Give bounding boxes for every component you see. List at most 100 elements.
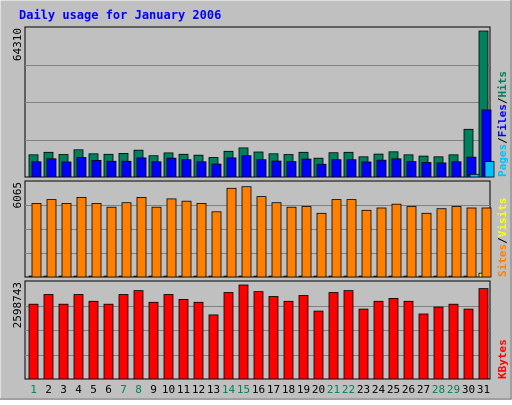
bar-kbytes-kbytes-day-2 bbox=[43, 294, 54, 380]
bar-visits-sites-day-5 bbox=[91, 202, 102, 278]
x-tick-label-day-4: 4 bbox=[75, 383, 82, 396]
x-tick-label-day-14: 14 bbox=[222, 383, 236, 396]
bar-hits-files-day-1 bbox=[31, 161, 42, 178]
bar-kbytes-kbytes-day-12 bbox=[193, 301, 204, 380]
bar-visits-sites-day-19 bbox=[301, 206, 312, 278]
panel-kbytes-ymax-label: 2598743 bbox=[11, 282, 24, 328]
bar-visits-sites-day-26 bbox=[406, 206, 417, 278]
bar-kbytes-kbytes-day-19 bbox=[298, 295, 309, 380]
panel-hits-legend: Pages/Files/Hits bbox=[496, 71, 509, 177]
x-tick-label-day-26: 26 bbox=[402, 383, 415, 396]
legend-item: KBytes bbox=[496, 339, 509, 379]
bar-kbytes-kbytes-day-29 bbox=[448, 303, 459, 380]
bar-kbytes-kbytes-day-18 bbox=[283, 300, 294, 380]
bar-kbytes-kbytes-day-4 bbox=[73, 294, 84, 380]
bar-hits-files-day-13 bbox=[211, 163, 222, 178]
bar-hits-files-day-25 bbox=[391, 158, 402, 178]
bar-hits-files-day-6 bbox=[106, 160, 117, 178]
x-tick-label-day-15: 15 bbox=[237, 383, 250, 396]
x-tick-label-day-25: 25 bbox=[387, 383, 400, 396]
bar-kbytes-kbytes-day-23 bbox=[358, 308, 369, 380]
x-tick-label-day-27: 27 bbox=[417, 383, 430, 396]
x-tick-label-day-7: 7 bbox=[120, 383, 127, 396]
bar-hits-files-day-3 bbox=[61, 161, 72, 178]
bar-kbytes-kbytes-day-17 bbox=[268, 296, 279, 380]
panel-kbytes: 2598743 KBytes bbox=[11, 280, 509, 380]
bar-hits-files-day-24 bbox=[376, 159, 387, 178]
x-tick-label-day-12: 12 bbox=[192, 383, 205, 396]
bar-hits-files-day-18 bbox=[286, 161, 297, 178]
legend-item: Visits bbox=[496, 198, 509, 238]
bar-hits-files-day-27 bbox=[421, 162, 432, 178]
bar-hits-files-day-8 bbox=[136, 157, 147, 178]
bar-kbytes-kbytes-day-14 bbox=[223, 292, 234, 380]
bar-hits-files-day-2 bbox=[46, 158, 57, 178]
bar-hits-files-day-15 bbox=[241, 155, 252, 178]
bar-visits-sites-day-23 bbox=[361, 209, 372, 278]
x-tick-label-day-24: 24 bbox=[372, 383, 386, 396]
bar-kbytes-kbytes-day-6 bbox=[103, 303, 114, 380]
bar-kbytes-kbytes-day-8 bbox=[133, 290, 144, 380]
x-tick-label-day-28: 28 bbox=[432, 383, 445, 396]
bar-kbytes-kbytes-day-22 bbox=[343, 290, 354, 380]
bar-visits-sites-day-8 bbox=[136, 196, 147, 278]
bar-hits-pages-day-31 bbox=[484, 161, 495, 178]
x-tick-label-day-6: 6 bbox=[105, 383, 112, 396]
bar-visits-sites-day-10 bbox=[166, 198, 177, 278]
panel-hits-ymax-label: 64310 bbox=[11, 28, 24, 61]
legend-item: / bbox=[496, 237, 509, 244]
bar-kbytes-kbytes-day-3 bbox=[58, 303, 69, 380]
bar-hits-files-day-12 bbox=[196, 161, 207, 178]
x-tick-label-day-18: 18 bbox=[282, 383, 295, 396]
bar-kbytes-kbytes-day-21 bbox=[328, 292, 339, 380]
x-tick-label-day-17: 17 bbox=[267, 383, 280, 396]
bar-hits-files-day-7 bbox=[121, 160, 132, 178]
x-tick-label-day-9: 9 bbox=[150, 383, 157, 396]
bar-hits-files-day-16 bbox=[256, 159, 267, 178]
bar-visits-sites-day-28 bbox=[436, 208, 447, 278]
x-tick-label-day-1: 1 bbox=[30, 383, 37, 396]
x-tick-label-day-22: 22 bbox=[342, 383, 355, 396]
bar-visits-sites-day-13 bbox=[211, 211, 222, 278]
x-axis-labels: 1 2 3 4 5 6 7 8 9 10 11 12 13 14 15 16 17 18 19 20 21 22 23 24 2… bbox=[30, 383, 490, 396]
bar-hits-files-day-26 bbox=[406, 161, 417, 178]
legend-item: Pages bbox=[496, 144, 509, 177]
x-tick-label-day-8: 8 bbox=[135, 383, 142, 396]
bar-kbytes-kbytes-day-10 bbox=[163, 294, 174, 380]
legend-item: / bbox=[496, 97, 509, 104]
x-tick-label-day-31: 31 bbox=[477, 383, 490, 396]
bar-visits-sites-day-20 bbox=[316, 212, 327, 278]
bar-kbytes-kbytes-day-11 bbox=[178, 298, 189, 380]
x-tick-label-day-19: 19 bbox=[297, 383, 310, 396]
bar-kbytes-kbytes-day-7 bbox=[118, 294, 129, 380]
bar-visits-sites-day-4 bbox=[76, 196, 87, 278]
bar-hits-files-day-4 bbox=[76, 157, 87, 178]
bar-kbytes-kbytes-day-20 bbox=[313, 310, 324, 380]
bar-kbytes-kbytes-day-30 bbox=[463, 308, 474, 380]
x-tick-label-day-29: 29 bbox=[447, 383, 460, 396]
bar-visits-sites-day-31 bbox=[481, 207, 492, 278]
bar-hits-files-day-23 bbox=[361, 161, 372, 178]
x-tick-label-day-30: 30 bbox=[462, 383, 475, 396]
x-tick-label-day-10: 10 bbox=[162, 383, 175, 396]
bar-visits-sites-day-21 bbox=[331, 199, 342, 278]
panel-kbytes-legend: KBytes bbox=[496, 339, 509, 379]
bar-hits-files-day-21 bbox=[331, 159, 342, 178]
legend-item: / bbox=[496, 137, 509, 144]
bar-kbytes-kbytes-day-9 bbox=[148, 301, 159, 380]
bar-visits-sites-day-2 bbox=[46, 199, 57, 278]
bar-hits-files-day-10 bbox=[166, 157, 177, 178]
bar-visits-sites-day-12 bbox=[196, 202, 207, 278]
bar-visits-sites-day-24 bbox=[376, 207, 387, 278]
legend-item: Files bbox=[496, 104, 509, 137]
bar-hits-files-day-9 bbox=[151, 161, 162, 178]
bar-kbytes-kbytes-day-31 bbox=[478, 288, 489, 380]
bar-visits-sites-day-29 bbox=[451, 206, 462, 278]
bar-kbytes-kbytes-day-24 bbox=[373, 300, 384, 380]
bar-visits-sites-day-11 bbox=[181, 200, 192, 278]
bar-kbytes-kbytes-day-26 bbox=[403, 300, 414, 380]
bar-visits-sites-day-18 bbox=[286, 206, 297, 278]
panel-hits: 64310 Pages/Files/Hits bbox=[11, 26, 509, 178]
x-tick-label-day-20: 20 bbox=[312, 383, 325, 396]
bar-hits-files-day-20 bbox=[316, 163, 327, 178]
